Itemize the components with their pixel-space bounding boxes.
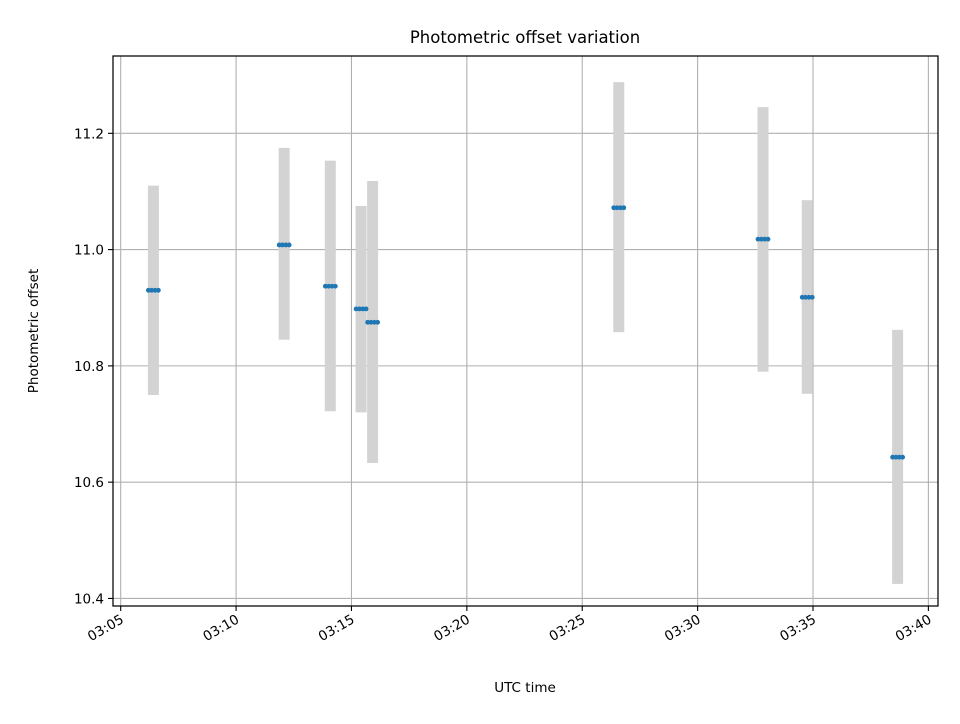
y-tick-label: 11.0 [74,243,104,259]
data-point [322,283,338,289]
x-tick-label: 03:30 [662,612,704,645]
x-tick-label: 03:20 [431,612,473,645]
data-point [890,454,906,460]
plot-frame [112,55,939,607]
data-points [145,205,906,460]
x-tick-label: 03:25 [547,612,589,645]
grid [113,56,938,606]
y-tick-label: 11.2 [74,126,104,142]
y-axis-ticks: 10.4 10.6 10.8 11.0 11.2 [74,126,113,607]
x-axis-ticks: 03:05 03:10 03:15 03:20 03:25 03:30 03:35 03:40 [85,606,934,645]
x-tick-label: 03:15 [316,612,358,645]
data-point [799,294,815,300]
data-point [755,236,771,242]
chart-title: Photometric offset variation [410,28,640,47]
error-bars [147,82,904,584]
x-tick-label: 03:35 [777,612,819,645]
data-point [365,319,381,325]
y-tick-label: 10.8 [74,359,104,375]
x-tick-label: 03:05 [85,612,127,645]
y-axis-label: Photometric offset [26,269,42,393]
y-tick-label: 10.4 [74,591,104,607]
x-tick-label: 03:40 [893,612,935,645]
data-point [611,205,627,211]
y-tick-label: 10.6 [74,475,104,491]
data-point [145,287,161,293]
data-point [276,242,292,248]
data-point [353,306,369,312]
x-tick-label: 03:10 [200,612,242,645]
x-axis-label: UTC time [494,680,556,696]
